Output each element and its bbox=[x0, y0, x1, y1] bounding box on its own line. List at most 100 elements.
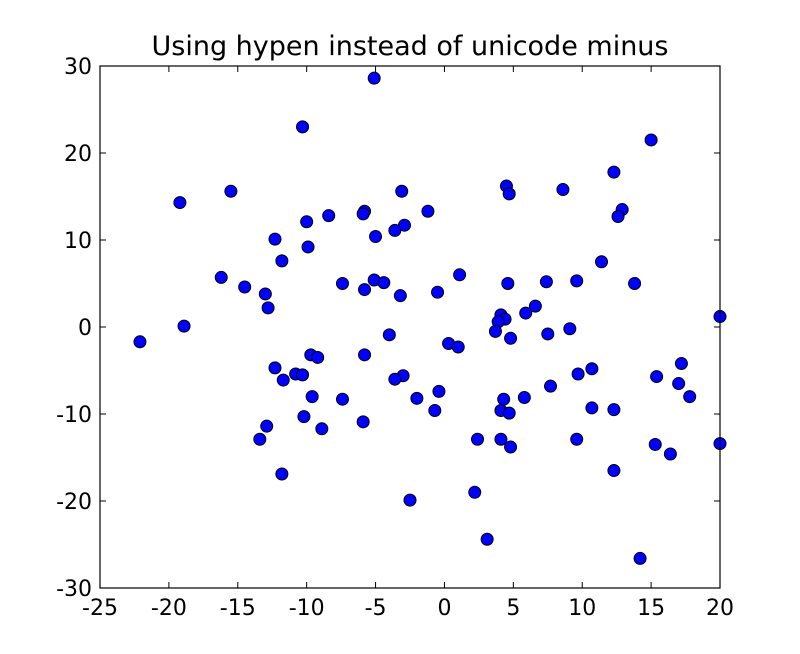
scatter-point bbox=[367, 71, 381, 85]
scatter-point bbox=[296, 368, 310, 382]
scatter-point bbox=[388, 372, 402, 386]
scatter-point bbox=[683, 390, 697, 404]
scatter-point bbox=[650, 370, 664, 384]
axis-ticks: -25 -20 -15 -10 -5 0 5 10 15 20 -30 -20 -10 0 10 20 30 bbox=[56, 55, 734, 621]
scatter-point bbox=[528, 299, 542, 313]
scatter-point bbox=[421, 204, 435, 218]
scatter-point bbox=[431, 285, 445, 299]
scatter-point bbox=[261, 301, 275, 315]
scatter-point bbox=[633, 551, 647, 565]
y-tick-label: -30 bbox=[56, 577, 92, 602]
scatter-point bbox=[297, 410, 311, 424]
scatter-point bbox=[502, 406, 516, 420]
scatter-point bbox=[571, 367, 585, 381]
scatter-point bbox=[214, 270, 228, 284]
scatter-point bbox=[275, 467, 289, 481]
scatter-point bbox=[644, 133, 658, 147]
x-tick-label: -15 bbox=[220, 596, 256, 621]
scatter-point bbox=[570, 432, 584, 446]
scatter-point bbox=[544, 379, 558, 393]
x-tick-label: 10 bbox=[568, 596, 596, 621]
scatter-point bbox=[393, 289, 407, 303]
scatter-point bbox=[471, 432, 485, 446]
scatter-point bbox=[504, 440, 518, 454]
scatter-point bbox=[501, 277, 515, 290]
scatter-point bbox=[133, 335, 147, 349]
scatter-point bbox=[556, 183, 570, 197]
scatter-point bbox=[177, 319, 191, 333]
scatter-point bbox=[358, 348, 372, 362]
plot-frame bbox=[99, 65, 721, 589]
scatter-point bbox=[268, 361, 282, 375]
scatter-point bbox=[369, 230, 383, 244]
scatter-point bbox=[607, 165, 621, 179]
scatter-point bbox=[301, 240, 315, 254]
scatter-point bbox=[502, 187, 516, 201]
scatter-point bbox=[648, 437, 662, 451]
scatter-point bbox=[315, 422, 329, 436]
y-tick-label: 30 bbox=[64, 55, 92, 80]
x-tick-label: 20 bbox=[706, 596, 734, 621]
x-tick-label: 0 bbox=[437, 596, 451, 621]
scatter-point bbox=[335, 392, 349, 406]
scatter-point bbox=[628, 277, 642, 290]
scatter-point bbox=[403, 493, 417, 507]
scatter-point bbox=[268, 232, 282, 246]
scatter-point bbox=[585, 401, 599, 415]
chart-title: Using hypen instead of unicode minus bbox=[152, 31, 669, 62]
scatter-point bbox=[453, 268, 467, 282]
y-tick-label: -20 bbox=[56, 490, 92, 515]
scatter-point bbox=[356, 415, 370, 429]
scatter-point bbox=[504, 331, 518, 345]
x-tick-label: -5 bbox=[365, 596, 387, 621]
scatter-point bbox=[253, 432, 267, 446]
x-tick-label: -20 bbox=[151, 596, 187, 621]
scatter-point bbox=[451, 340, 465, 354]
scatter-point bbox=[541, 327, 555, 341]
scatter-point bbox=[607, 464, 621, 478]
scatter-point bbox=[428, 404, 442, 418]
x-tick-label: -25 bbox=[82, 596, 118, 621]
scatter-point bbox=[395, 184, 409, 198]
scatter-point bbox=[260, 419, 274, 433]
scatter-point bbox=[497, 392, 511, 406]
scatter-point bbox=[663, 447, 677, 461]
data-points bbox=[133, 71, 727, 565]
y-tick-label: -10 bbox=[56, 403, 92, 428]
scatter-point bbox=[595, 255, 609, 269]
scatter-point bbox=[410, 391, 424, 405]
scatter-point bbox=[276, 373, 290, 387]
scatter-point bbox=[296, 120, 310, 134]
y-tick-label: 20 bbox=[64, 142, 92, 167]
scatter-point bbox=[322, 209, 336, 223]
scatter-point bbox=[611, 210, 625, 224]
scatter-point bbox=[305, 390, 319, 404]
y-tick-label: 0 bbox=[78, 316, 92, 341]
scatter-point bbox=[674, 357, 688, 371]
scatter-point bbox=[519, 306, 533, 320]
x-tick-label: 15 bbox=[637, 596, 665, 621]
scatter-point bbox=[377, 276, 391, 290]
x-tick-label: 5 bbox=[506, 596, 520, 621]
scatter-point bbox=[388, 223, 402, 237]
scatter-point bbox=[300, 215, 314, 229]
scatter-point bbox=[432, 384, 446, 398]
scatter-point bbox=[494, 432, 508, 446]
scatter-point bbox=[224, 184, 238, 198]
scatter-point bbox=[258, 287, 272, 301]
scatter-point bbox=[585, 362, 599, 376]
scatter-point bbox=[335, 277, 349, 290]
scatter-point bbox=[539, 275, 553, 289]
scatter-point bbox=[238, 280, 252, 294]
scatter-point bbox=[275, 254, 289, 268]
x-tick-label: -10 bbox=[289, 596, 325, 621]
scatter-point bbox=[356, 207, 370, 221]
scatter-point bbox=[672, 377, 686, 391]
scatter-point bbox=[173, 196, 187, 210]
scatter-point bbox=[517, 390, 531, 404]
scatter-point bbox=[607, 403, 621, 417]
y-tick-label: 10 bbox=[64, 229, 92, 254]
scatter-point bbox=[563, 322, 577, 336]
scatter-point bbox=[480, 532, 494, 546]
